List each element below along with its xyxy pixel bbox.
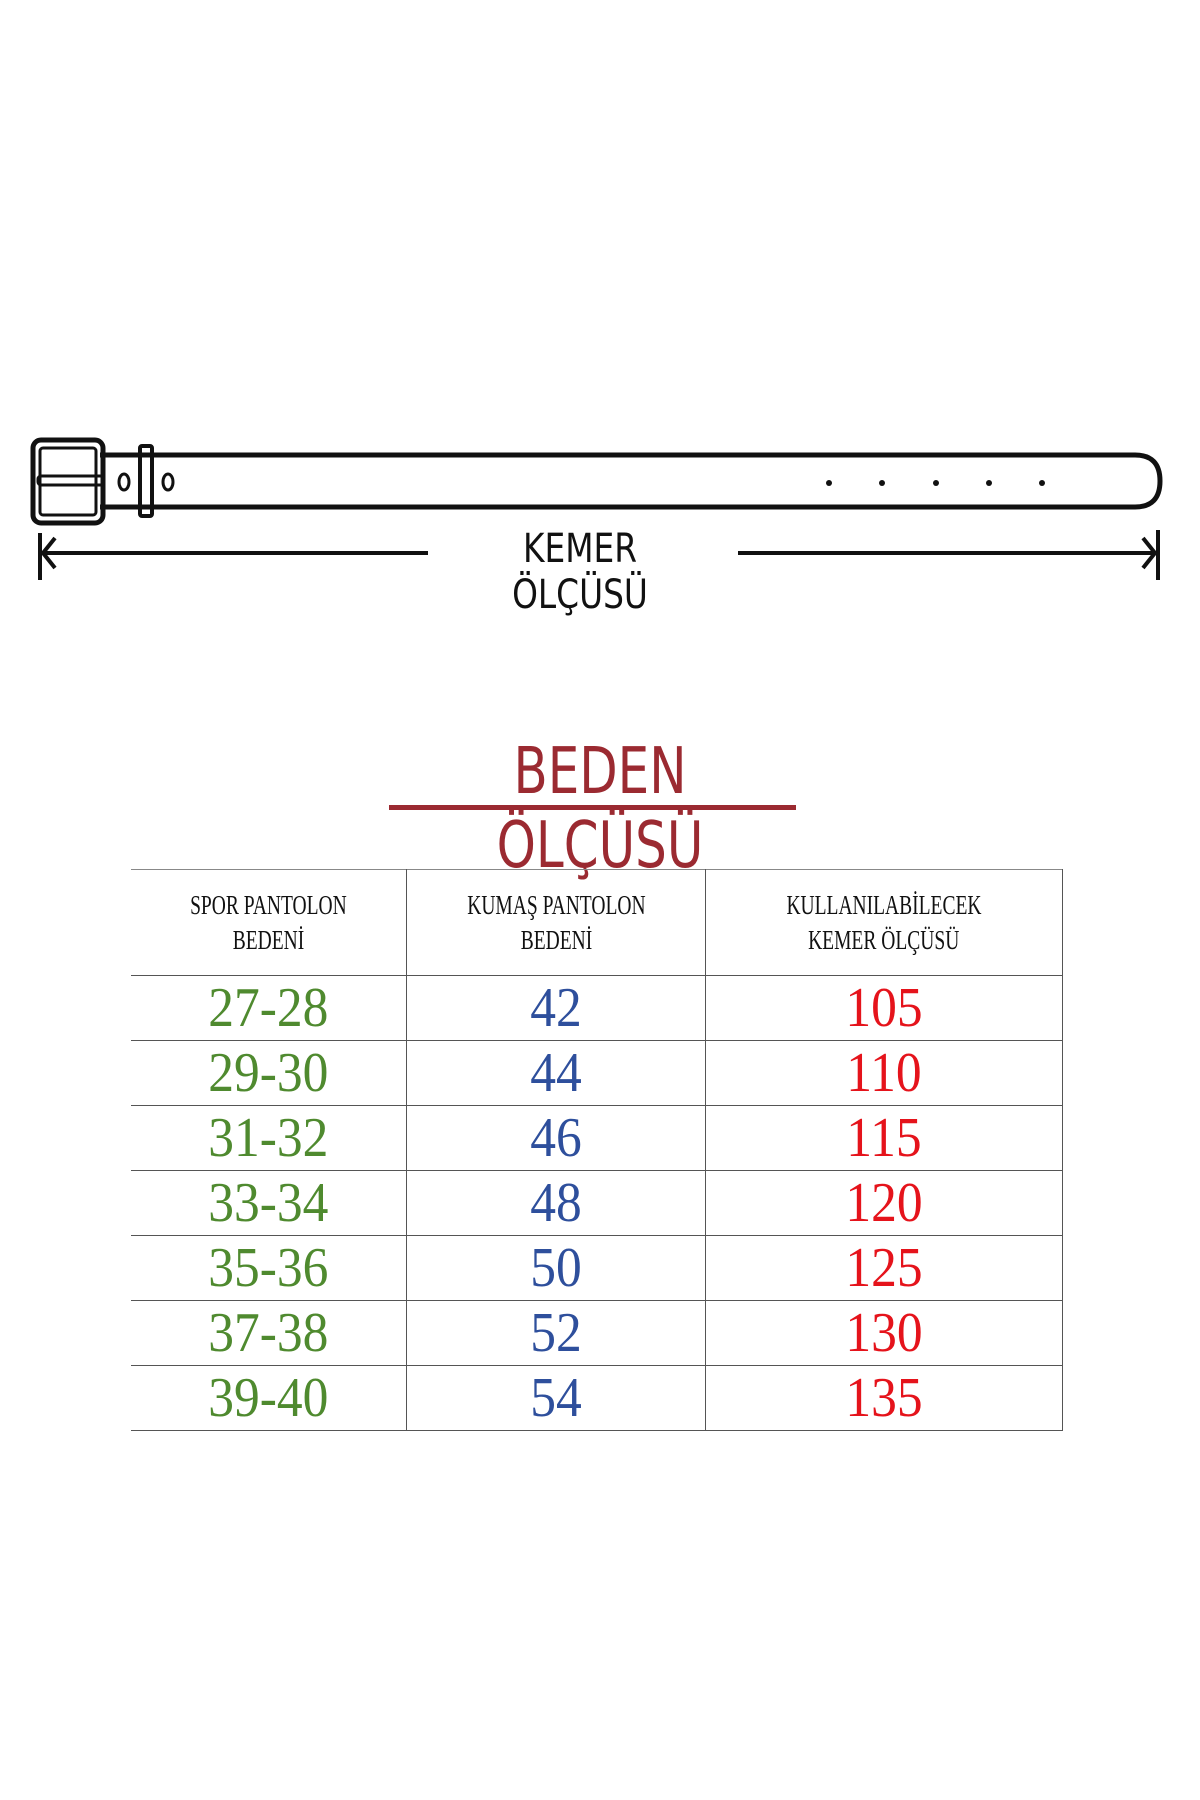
belt-size-value: 115 — [846, 1107, 922, 1169]
sport-pants-size-value: 27-28 — [208, 977, 329, 1039]
sport-pants-size-cell: 31-32 — [131, 1105, 407, 1171]
belt-buckle — [30, 437, 106, 526]
belt-size-cell: 130 — [705, 1300, 1063, 1366]
belt-strap — [100, 452, 1163, 510]
belt-size-value: 110 — [846, 1042, 922, 1104]
sport-pants-size-value: 39-40 — [208, 1367, 329, 1429]
fabric-pants-size-cell: 44 — [406, 1040, 706, 1106]
fabric-pants-size-value: 52 — [530, 1302, 582, 1364]
sport-pants-size-cell: 27-28 — [131, 975, 407, 1041]
measure-arrow — [38, 530, 1160, 580]
fabric-pants-size-cell: 54 — [406, 1365, 706, 1431]
table-row: 27-28 42 105 — [131, 975, 1063, 1041]
belt-size-value: 105 — [845, 977, 923, 1039]
table-row: 35-36 50 125 — [131, 1235, 1063, 1301]
sport-pants-size-value: 37-38 — [208, 1302, 329, 1364]
header-belt-size: KULLANILABİLECEK KEMER ÖLÇÜSÜ — [705, 869, 1063, 976]
table-row: 29-30 44 110 — [131, 1040, 1063, 1106]
belt-size-cell: 110 — [705, 1040, 1063, 1106]
sport-pants-size-cell: 29-30 — [131, 1040, 407, 1106]
sport-pants-size-value: 33-34 — [208, 1172, 329, 1234]
belt-size-value: 135 — [845, 1367, 923, 1429]
header-line: SPOR PANTOLON — [190, 889, 347, 920]
buckle-prong — [36, 474, 106, 487]
fabric-pants-size-value: 42 — [530, 977, 582, 1039]
fabric-pants-size-cell: 52 — [406, 1300, 706, 1366]
fabric-pants-size-cell: 42 — [406, 975, 706, 1041]
belt-size-value: 125 — [845, 1237, 923, 1299]
belt-loop — [138, 444, 154, 518]
belt-size-value: 130 — [845, 1302, 923, 1364]
header-line: BEDENİ — [520, 924, 592, 955]
sport-pants-size-cell: 39-40 — [131, 1365, 407, 1431]
header-line: KULLANILABİLECEK — [786, 889, 982, 920]
table-row: 39-40 54 135 — [131, 1365, 1063, 1431]
sport-pants-size-cell: 35-36 — [131, 1235, 407, 1301]
fabric-pants-size-cell: 46 — [406, 1105, 706, 1171]
table-row: 31-32 46 115 — [131, 1105, 1063, 1171]
header-sport-pants-size: SPOR PANTOLON BEDENİ — [131, 869, 407, 976]
header-line: KEMER ÖLÇÜSÜ — [808, 924, 960, 955]
table-row: 33-34 48 120 — [131, 1170, 1063, 1236]
fabric-pants-size-value: 54 — [530, 1367, 582, 1429]
header-fabric-pants-size: KUMAŞ PANTOLON BEDENİ — [406, 869, 706, 976]
sport-pants-size-cell: 33-34 — [131, 1170, 407, 1236]
belt-diagram — [30, 437, 1163, 580]
belt-size-cell: 125 — [705, 1235, 1063, 1301]
fabric-pants-size-value: 46 — [530, 1107, 582, 1169]
belt-size-cell: 105 — [705, 975, 1063, 1041]
fabric-pants-size-value: 44 — [530, 1042, 582, 1104]
belt-size-cell: 120 — [705, 1170, 1063, 1236]
fabric-pants-size-cell: 50 — [406, 1235, 706, 1301]
size-table: SPOR PANTOLON BEDENİ KUMAŞ PANTOLON BEDENİ… — [131, 869, 1063, 1431]
sport-pants-size-value: 29-30 — [208, 1042, 329, 1104]
fabric-pants-size-value: 50 — [530, 1237, 582, 1299]
fabric-pants-size-cell: 48 — [406, 1170, 706, 1236]
sport-pants-size-cell: 37-38 — [131, 1300, 407, 1366]
belt-size-cell: 135 — [705, 1365, 1063, 1431]
sport-pants-size-value: 35-36 — [208, 1237, 329, 1299]
header-line: KUMAŞ PANTOLON — [466, 889, 646, 920]
belt-holes — [826, 480, 1045, 486]
sport-pants-size-value: 31-32 — [208, 1107, 329, 1169]
table-header-row: SPOR PANTOLON BEDENİ KUMAŞ PANTOLON BEDENİ… — [131, 869, 1063, 976]
belt-measure-label: KEMER ÖLÇÜSÜ — [512, 526, 648, 618]
title-underline — [389, 805, 796, 810]
belt-size-value: 120 — [845, 1172, 923, 1234]
table-row: 37-38 52 130 — [131, 1300, 1063, 1366]
header-line: BEDENİ — [232, 924, 305, 955]
belt-size-cell: 115 — [705, 1105, 1063, 1171]
fabric-pants-size-value: 48 — [530, 1172, 582, 1234]
